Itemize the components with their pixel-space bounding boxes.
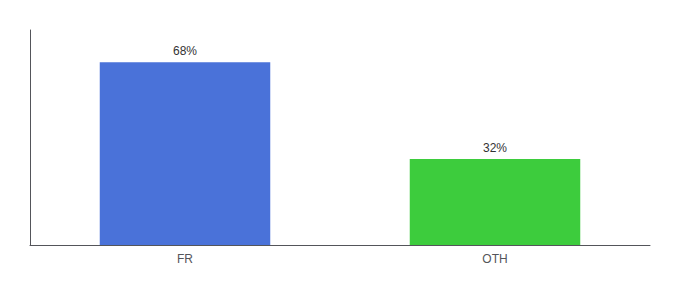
svg-text:68%: 68% [173, 44, 197, 58]
svg-text:32%: 32% [483, 141, 507, 155]
svg-text:OTH: OTH [482, 252, 507, 266]
svg-text:FR: FR [177, 252, 193, 266]
